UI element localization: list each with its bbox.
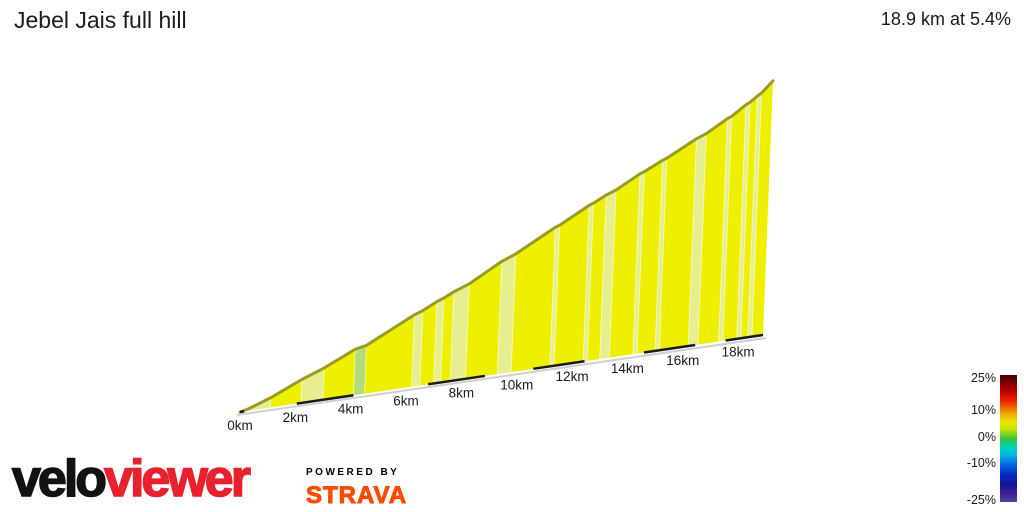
gradient-segment [364, 314, 415, 394]
x-tick-label: 0km [227, 418, 253, 433]
axis-scale-dash [533, 360, 585, 371]
gradient-segment [688, 133, 707, 346]
segment-boundary-line [582, 205, 590, 362]
gradient-segment [609, 173, 640, 358]
segment-boundary-line [747, 96, 758, 338]
gradient-segment [353, 345, 367, 396]
segment-boundary-line [433, 301, 438, 384]
segment-boundary-line [599, 195, 607, 360]
segment-boundary-line [654, 160, 664, 351]
gradient-segment [511, 227, 556, 373]
segment-boundary-line [300, 379, 303, 404]
gradient-segment [450, 283, 470, 381]
gradient-segment [740, 96, 758, 339]
gradient-legend-label: 0% [977, 430, 996, 445]
x-tick-label: 12km [556, 369, 589, 384]
x-tick-label: 10km [500, 377, 533, 392]
segment-boundary-line [352, 349, 356, 396]
segment-boundary-line [718, 118, 729, 342]
segment-boundary-line [496, 261, 503, 375]
gradient-segment [655, 158, 667, 351]
x-tick-label: 18km [722, 345, 755, 360]
segment-boundary-line [411, 314, 415, 387]
gradient-segment [747, 93, 762, 338]
strava-logo-text: STRAVA [305, 482, 408, 510]
axis-scale-dash [725, 333, 764, 342]
segment-boundary-line [697, 133, 707, 345]
powered-by-text: POWERED BY [306, 467, 400, 478]
gradient-segment [736, 102, 751, 339]
baseline-ground-line [236, 337, 767, 416]
segment-boundary-line [658, 158, 668, 351]
gradient-legend-colorbar [1000, 375, 1017, 502]
segment-boundary-line [632, 173, 641, 355]
gradient-segment [632, 171, 645, 355]
segment-boundary-line [465, 283, 470, 379]
gradient-segment [583, 203, 594, 362]
x-tick-label: 8km [449, 385, 475, 400]
segment-boundary-line [549, 227, 556, 367]
profile-ridge-line [238, 79, 775, 414]
segment-boundary-line [553, 225, 561, 366]
gradient-segment [659, 138, 697, 351]
axis-scale-dash [296, 394, 354, 405]
gradient-legend: 25% 10% 0% -10% -25% [950, 370, 1020, 510]
segment-boundary-line [687, 138, 697, 347]
gradient-segment [637, 160, 663, 354]
gradient-segment [549, 225, 560, 367]
segment-boundary-line [740, 102, 751, 339]
gradient-segment [411, 310, 423, 387]
gradient-segment [698, 118, 728, 345]
segment-boundary-line [510, 253, 517, 373]
gradient-segment [270, 379, 302, 408]
segment-boundary-line [440, 298, 445, 383]
x-tick-label: 4km [338, 402, 364, 417]
axis-scale-dash [643, 343, 696, 354]
gradient-legend-label: 10% [970, 402, 996, 417]
axis-scale-dash [427, 374, 486, 386]
gradient-segment [599, 190, 616, 359]
segment-boundary-line [419, 310, 424, 386]
logo-viewer-text: viewer [103, 450, 251, 508]
page-title: Jebel Jais full hill [14, 7, 187, 33]
gradient-segment [554, 205, 590, 366]
gradient-segment [718, 116, 732, 342]
gradient-segment [323, 349, 356, 400]
segment-boundary-line [449, 291, 455, 382]
gradient-legend-label: -25% [966, 493, 996, 508]
gradient-segment [587, 195, 607, 361]
axis-scale-dash [239, 410, 245, 414]
segment-boundary-line [736, 104, 747, 339]
x-tick-label: 6km [393, 394, 419, 409]
gradient-segment [497, 253, 516, 375]
gradient-segment [751, 80, 773, 337]
segment-boundary-line [722, 116, 733, 341]
gradient-legend-label: -10% [966, 456, 996, 471]
segment-boundary-line [322, 367, 325, 400]
x-tick-label: 16km [666, 353, 699, 368]
gradient-segment [300, 367, 325, 403]
veloviewer-logo[interactable]: velo viewer [11, 448, 251, 508]
gradient-segment [722, 104, 746, 341]
gradient-legend-label: 25% [970, 371, 996, 386]
segment-boundary-line [636, 171, 645, 354]
climb-summary: 18.9 km at 5.4% [880, 9, 1011, 29]
segment-boundary-line [751, 92, 763, 337]
segment-boundary-line [608, 189, 617, 358]
gradient-segment [465, 261, 502, 379]
strava-attribution[interactable]: POWERED BY STRAVA [305, 462, 408, 510]
gradient-segment [440, 291, 454, 383]
segment-boundary-line [586, 203, 594, 361]
segment-boundary-line [364, 345, 367, 394]
logo-velo-text: velo [11, 450, 108, 508]
x-tick-label: 2km [283, 410, 309, 425]
x-tick-label: 14km [611, 361, 644, 376]
gradient-segment [419, 301, 437, 386]
